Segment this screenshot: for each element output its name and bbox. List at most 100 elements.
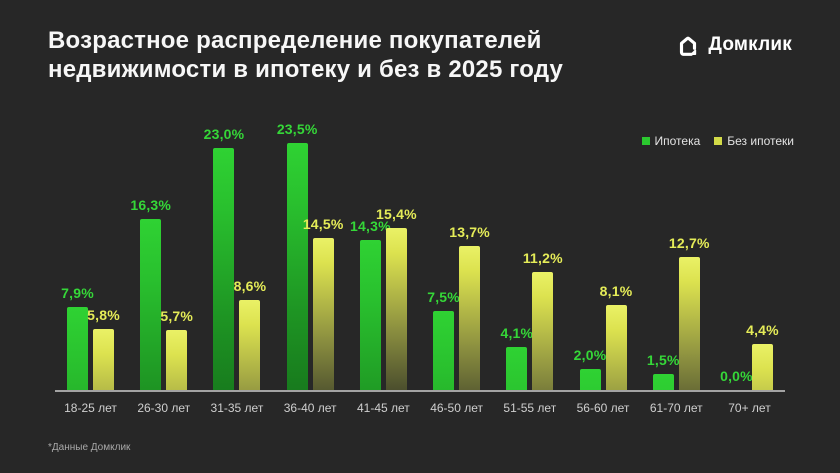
bar-wrap-Ипотека-18-25 лет: 7,9% xyxy=(61,285,94,390)
x-axis-label-56-60 лет: 56-60 лет xyxy=(576,401,630,415)
bar-value-label: 5,8% xyxy=(87,307,120,323)
x-axis-labels: 18-25 лет 26-30 лет 31-35 лет 36-40 лет 41-4… xyxy=(55,401,785,415)
bar-group-41-45 лет: 14,3% 15,4% xyxy=(350,206,417,390)
domclick-house-icon xyxy=(680,36,697,56)
bar-value-label: 2,0% xyxy=(573,347,607,363)
bar-group-56-60 лет: 2,0% 8,1% xyxy=(574,283,632,390)
bar-group-26-30 лет: 16,3% 5,7% xyxy=(130,197,193,390)
bar-group-61-70 лет: 1,5% 12,7% xyxy=(647,235,709,390)
legend-label: Без ипотеки xyxy=(727,134,794,148)
bar-wrap-Без ипотеки-51-55 лет: 11,2% xyxy=(523,250,563,390)
x-axis-label-61-70 лет: 61-70 лет xyxy=(649,401,703,415)
bar-wrap-Без ипотеки-56-60 лет: 8,1% xyxy=(600,283,632,390)
bar-wrap-Без ипотеки-31-35 лет: 8,6% xyxy=(234,278,266,390)
bar-value-label: 12,7% xyxy=(668,235,710,251)
legend-swatch-icon xyxy=(714,137,723,145)
bar-value-label: 23,5% xyxy=(276,121,318,137)
bars-area: 7,9% 5,8% 16,3% 5,7% 23,0% 8,6% 23,5% 14,5% 14,3… xyxy=(55,121,785,390)
bar-value-label: 15,4% xyxy=(376,206,417,222)
bar-Без ипотеки-18-25 лет xyxy=(93,329,114,390)
bar-wrap-Без ипотеки-61-70 лет: 12,7% xyxy=(669,235,709,390)
bar-wrap-Ипотека-70+ лет: 0,0% xyxy=(720,368,753,390)
bar-group-51-55 лет: 4,1% 11,2% xyxy=(500,250,563,390)
brand-logo: Домклик xyxy=(675,32,792,58)
bar-value-label: 23,0% xyxy=(203,126,245,142)
bar-Без ипотеки-36-40 лет xyxy=(312,238,334,390)
brand-name: Домклик xyxy=(708,34,792,55)
x-axis-label-text: 70+ лет xyxy=(728,401,771,415)
bar-Ипотека-51-55 лет xyxy=(506,347,528,390)
legend-item-1: Без ипотеки xyxy=(714,134,794,148)
bar-Ипотека-61-70 лет xyxy=(652,374,674,390)
bar-value-label: 14,3% xyxy=(350,218,391,234)
bar-Ипотека-46-50 лет xyxy=(433,311,455,390)
x-axis-label-51-55 лет: 51-55 лет xyxy=(503,401,557,415)
bar-value-label: 7,5% xyxy=(427,289,460,305)
bar-value-label: 0,0% xyxy=(720,368,753,384)
header: Возрастное распределение покупателей нед… xyxy=(48,26,800,84)
bar-group-18-25 лет: 7,9% 5,8% xyxy=(61,285,120,390)
bar-group-31-35 лет: 23,0% 8,6% xyxy=(204,126,266,390)
bar-Без ипотеки-41-45 лет xyxy=(385,228,407,390)
bar-chart: 7,9% 5,8% 16,3% 5,7% 23,0% 8,6% 23,5% 14,5% 14,3… xyxy=(55,121,785,415)
bar-Без ипотеки-51-55 лет xyxy=(532,272,554,390)
bar-Ипотека-26-30 лет xyxy=(140,219,162,390)
legend-swatch-icon xyxy=(641,137,650,145)
bar-Без ипотеки-61-70 лет xyxy=(678,257,700,390)
bar-wrap-Ипотека-46-50 лет: 7,5% xyxy=(427,289,460,390)
bar-Ипотека-41-45 лет xyxy=(359,240,381,390)
bar-Без ипотеки-46-50 лет xyxy=(459,246,481,390)
bar-value-label: 8,1% xyxy=(599,283,633,299)
bar-Без ипотеки-31-35 лет xyxy=(239,300,261,390)
x-axis-label-text: 36-40 лет xyxy=(283,401,337,415)
x-axis-label-18-25 лет: 18-25 лет xyxy=(64,401,117,415)
bar-wrap-Ипотека-36-40 лет: 23,5% xyxy=(277,121,317,390)
x-axis-label-70+ лет: 70+ лет xyxy=(726,401,773,415)
title-line-2: недвижимости в ипотеку и без в 2025 году xyxy=(48,56,564,83)
bar-Без ипотеки-70+ лет xyxy=(751,344,773,390)
bar-wrap-Без ипотеки-70+ лет: 4,4% xyxy=(746,322,779,390)
bar-wrap-Ипотека-61-70 лет: 1,5% xyxy=(647,352,679,390)
bar-group-70+ лет: 0,0% 4,4% xyxy=(720,322,779,390)
x-axis-label-text: 26-30 лет xyxy=(137,401,191,415)
bar-value-label: 1,5% xyxy=(646,352,680,368)
bar-Ипотека-31-35 лет xyxy=(213,148,235,390)
bar-Без ипотеки-56-60 лет xyxy=(605,305,627,390)
bar-wrap-Ипотека-31-35 лет: 23,0% xyxy=(204,126,244,390)
bar-value-label: 4,1% xyxy=(500,325,534,341)
bar-group-36-40 лет: 23,5% 14,5% xyxy=(277,121,343,390)
bar-Ипотека-56-60 лет xyxy=(579,369,601,390)
source-note: *Данные Домклик xyxy=(48,442,131,453)
bar-value-label: 8,6% xyxy=(233,278,267,294)
x-axis-label-36-40 лет: 36-40 лет xyxy=(283,401,337,415)
bar-value-label: 4,4% xyxy=(746,322,779,338)
x-axis-label-text: 18-25 лет xyxy=(64,401,117,415)
bar-wrap-Ипотека-26-30 лет: 16,3% xyxy=(130,197,171,390)
x-axis-label-46-50 лет: 46-50 лет xyxy=(430,401,483,415)
bar-value-label: 16,3% xyxy=(130,197,172,213)
bar-wrap-Без ипотеки-26-30 лет: 5,7% xyxy=(160,308,193,390)
bar-wrap-Ипотека-56-60 лет: 2,0% xyxy=(574,347,606,390)
bar-group-46-50 лет: 7,5% 13,7% xyxy=(427,224,490,390)
bar-wrap-Без ипотеки-18-25 лет: 5,8% xyxy=(87,307,120,390)
bar-wrap-Ипотека-41-45 лет: 14,3% xyxy=(350,218,391,390)
bar-wrap-Без ипотеки-46-50 лет: 13,7% xyxy=(449,224,490,390)
x-axis-label-text: 51-55 лет xyxy=(503,401,557,415)
bar-wrap-Без ипотеки-41-45 лет: 15,4% xyxy=(376,206,417,390)
page-title: Возрастное распределение покупателей нед… xyxy=(48,26,800,84)
bar-value-label: 7,9% xyxy=(61,285,94,301)
bar-Ипотека-18-25 лет xyxy=(67,307,88,390)
chart-legend: Ипотека Без ипотеки xyxy=(641,134,794,148)
title-line-1: Возрастное распределение покупателей xyxy=(48,27,542,54)
x-axis-line xyxy=(55,390,785,392)
bar-value-label: 14,5% xyxy=(302,216,344,232)
x-axis-label-text: 46-50 лет xyxy=(430,401,483,415)
bar-Без ипотеки-26-30 лет xyxy=(166,330,188,390)
x-axis-label-text: 56-60 лет xyxy=(576,401,630,415)
x-axis-label-text: 61-70 лет xyxy=(649,401,703,415)
legend-label: Ипотека xyxy=(654,134,701,148)
bar-value-label: 5,7% xyxy=(160,308,194,324)
x-axis-label-text: 31-35 лет xyxy=(210,401,264,415)
bar-value-label: 13,7% xyxy=(449,224,490,240)
